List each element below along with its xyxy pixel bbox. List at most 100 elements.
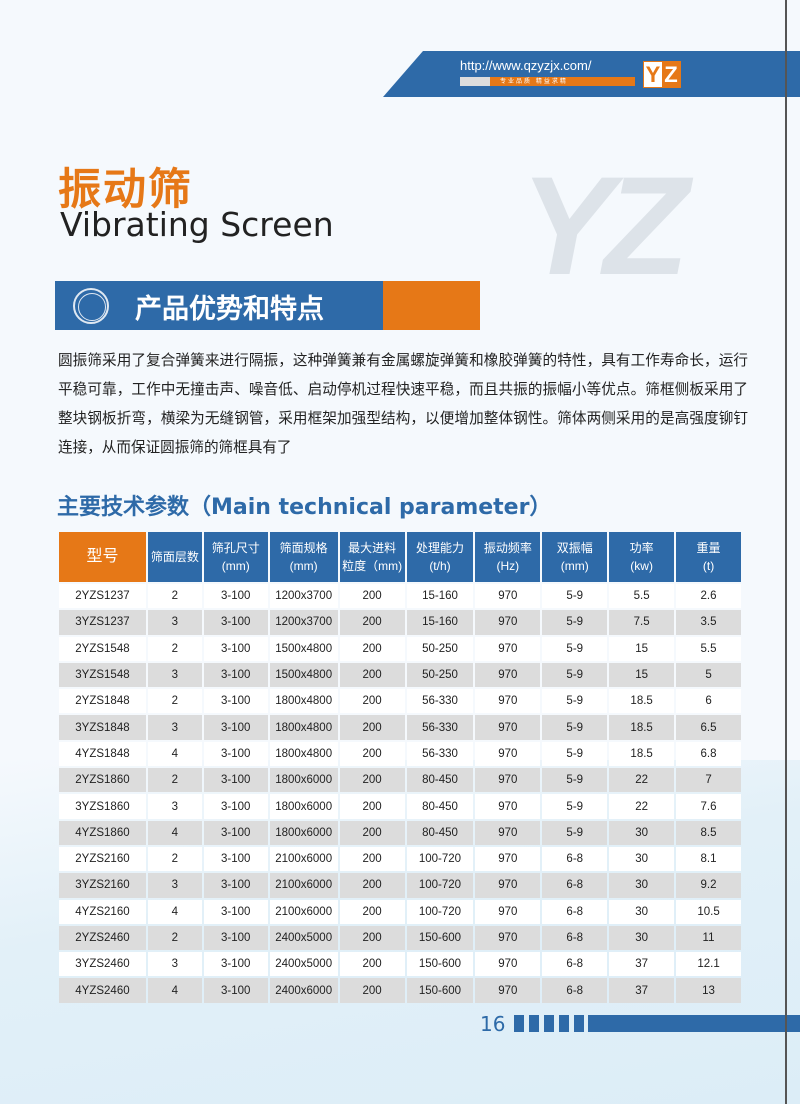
header-label: 最大进料 <box>348 541 397 555</box>
table-cell: 970 <box>475 768 541 793</box>
table-cell: 2YZS2160 <box>59 846 146 872</box>
table-row: 3YZS1548 3 3-100 1500x4800 200 50-250 970 5-9 15… <box>59 662 741 688</box>
table-cell: 2 <box>147 768 202 793</box>
table-cell: 1200x3700 <box>269 584 338 609</box>
table-cell: 970 <box>475 873 541 898</box>
table-cell: 200 <box>339 768 405 793</box>
table-cell: 5.5 <box>609 584 675 609</box>
table-cell: 200 <box>339 925 405 951</box>
table-cell: 15-160 <box>406 610 474 635</box>
table-cell: 3 <box>147 873 202 898</box>
page-edge-line <box>785 0 787 1104</box>
table-cell: 2YZS1548 <box>59 636 146 661</box>
table-cell: 970 <box>475 899 541 924</box>
table-cell: 3-100 <box>203 662 268 688</box>
column-header: 功率 (kw) <box>609 532 675 582</box>
table-cell: 7.6 <box>676 794 741 819</box>
page-square <box>514 1015 524 1032</box>
table-cell: 970 <box>475 820 541 845</box>
table-row: 3YZS1237 3 3-100 1200x3700 200 15-160 970 5-9 7.… <box>59 610 741 635</box>
header-label: 筛面规格 <box>279 541 328 555</box>
table-cell: 970 <box>475 846 541 872</box>
table-cell: 3-100 <box>203 846 268 872</box>
table-cell: 2400x5000 <box>269 925 338 951</box>
table-cell: 1800x4800 <box>269 689 338 714</box>
table-cell: 5-9 <box>542 689 608 714</box>
table-cell: 80-450 <box>406 794 474 819</box>
table-cell: 970 <box>475 610 541 635</box>
table-cell: 3-100 <box>203 636 268 661</box>
page-square <box>574 1015 584 1032</box>
table-cell: 970 <box>475 584 541 609</box>
table-cell: 11 <box>676 925 741 951</box>
page-square <box>559 1015 569 1032</box>
table-row: 3YZS2460 3 3-100 2400x5000 200 150-600 970 6-8 3… <box>59 952 741 977</box>
table-cell: 3-100 <box>203 689 268 714</box>
table-cell: 4 <box>147 820 202 845</box>
table-cell: 37 <box>609 952 675 977</box>
header-label: (mm) <box>221 559 250 573</box>
column-header: 筛孔尺寸 (mm) <box>203 532 268 582</box>
table-cell: 200 <box>339 741 405 767</box>
table-cell: 2 <box>147 636 202 661</box>
table-cell: 150-600 <box>406 952 474 977</box>
table-cell: 5-9 <box>542 768 608 793</box>
table-cell: 3YZS1548 <box>59 662 146 688</box>
table-cell: 970 <box>475 741 541 767</box>
table-cell: 3-100 <box>203 820 268 845</box>
table-cell: 1500x4800 <box>269 662 338 688</box>
table-cell: 22 <box>609 768 675 793</box>
table-cell: 200 <box>339 899 405 924</box>
header-label: 双振幅 <box>556 541 593 555</box>
table-cell: 4 <box>147 899 202 924</box>
yz-watermark: YZ <box>520 147 689 304</box>
table-cell: 5-9 <box>542 584 608 609</box>
table-cell: 3 <box>147 794 202 819</box>
table-row: 2YZS1237 2 3-100 1200x3700 200 15-160 970 5-9 5.… <box>59 584 741 609</box>
table-cell: 4 <box>147 978 202 1003</box>
table-cell: 3YZS1860 <box>59 794 146 819</box>
table-cell: 3YZS2160 <box>59 873 146 898</box>
table-cell: 1800x6000 <box>269 794 338 819</box>
column-header: 重量 (t) <box>676 532 741 582</box>
header-label: 筛面层数 <box>150 550 199 564</box>
column-header: 振动频率 (Hz) <box>475 532 541 582</box>
table-cell: 3.5 <box>676 610 741 635</box>
table-cell: 1800x6000 <box>269 768 338 793</box>
table-cell: 18.5 <box>609 741 675 767</box>
header-label: (mm) <box>289 559 318 573</box>
table-row: 2YZS2160 2 3-100 2100x6000 200 100-720 970 6-8 3… <box>59 846 741 872</box>
table-row: 4YZS2160 4 3-100 2100x6000 200 100-720 970 6-8 3… <box>59 899 741 924</box>
table-cell: 2 <box>147 846 202 872</box>
table-row: 2YZS1548 2 3-100 1500x4800 200 50-250 970 5-9 15… <box>59 636 741 661</box>
table-cell: 5-9 <box>542 741 608 767</box>
table-cell: 200 <box>339 820 405 845</box>
table-cell: 1800x6000 <box>269 820 338 845</box>
table-cell: 2400x5000 <box>269 952 338 977</box>
table-cell: 4YZS1860 <box>59 820 146 845</box>
table-cell: 6-8 <box>542 978 608 1003</box>
table-cell: 5.5 <box>676 636 741 661</box>
table-cell: 2100x6000 <box>269 899 338 924</box>
slogan: 专业品质 精益求精 <box>500 78 568 85</box>
table-cell: 200 <box>339 978 405 1003</box>
table-cell: 50-250 <box>406 662 474 688</box>
column-header: 筛面层数 <box>147 532 202 582</box>
parameter-table: 型号 筛面层数 筛孔尺寸 (mm) 筛面规格 (mm) 最大进料 粒度（mm) 处理能力 (t/h… <box>57 530 743 1005</box>
table-cell: 6-8 <box>542 952 608 977</box>
table-cell: 970 <box>475 662 541 688</box>
table-cell: 2 <box>147 689 202 714</box>
table-row: 3YZS1860 3 3-100 1800x6000 200 80-450 970 5-9 22… <box>59 794 741 819</box>
table-cell: 15 <box>609 662 675 688</box>
table-cell: 3-100 <box>203 899 268 924</box>
table-cell: 2YZS1860 <box>59 768 146 793</box>
table-cell: 3YZS2460 <box>59 952 146 977</box>
table-cell: 2 <box>147 925 202 951</box>
table-cell: 150-600 <box>406 978 474 1003</box>
table-row: 4YZS1848 4 3-100 1800x4800 200 56-330 970 5-9 18… <box>59 741 741 767</box>
table-cell: 2100x6000 <box>269 846 338 872</box>
table-cell: 80-450 <box>406 768 474 793</box>
table-cell: 200 <box>339 846 405 872</box>
table-cell: 13 <box>676 978 741 1003</box>
table-cell: 8.1 <box>676 846 741 872</box>
